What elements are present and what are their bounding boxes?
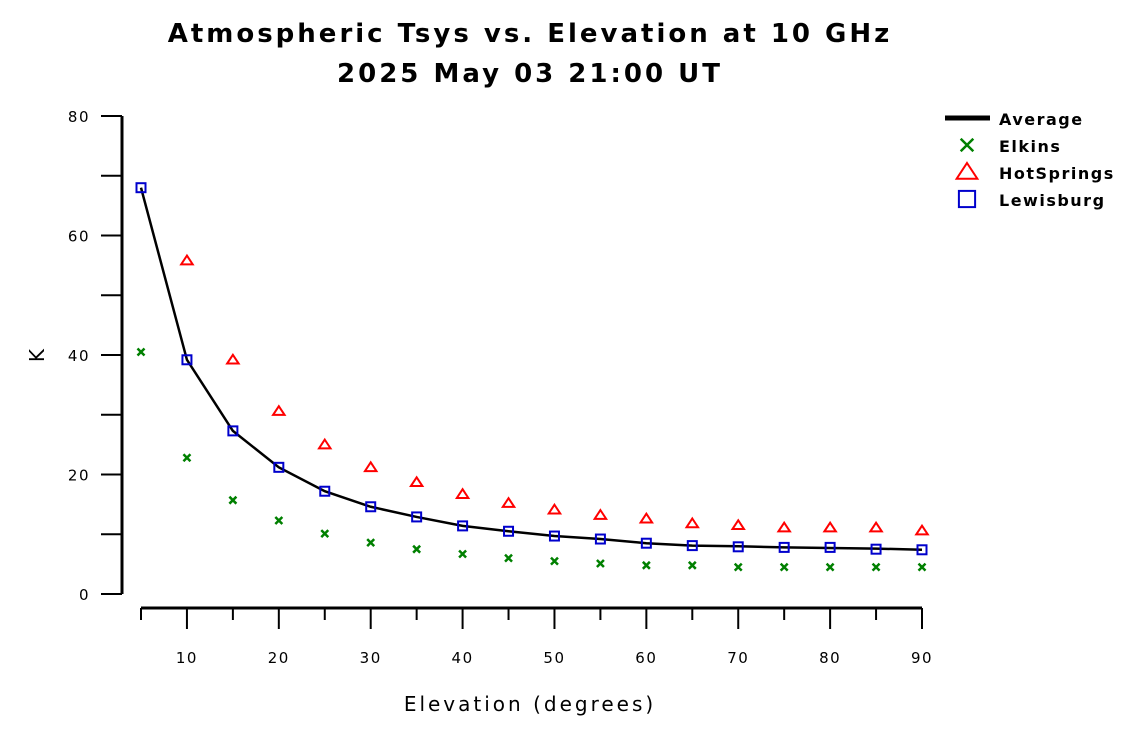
series-elkins-point xyxy=(458,549,467,559)
series-lewisburg-point xyxy=(640,537,652,549)
series-average-line xyxy=(139,187,923,552)
series-elkins-point xyxy=(825,562,835,572)
series-lewisburg-point xyxy=(916,544,928,556)
series-elkins-point xyxy=(733,562,743,572)
legend-lewisburg-label: Lewisburg xyxy=(999,191,1106,210)
series-elkins-point xyxy=(779,562,789,572)
series-lewisburg-point xyxy=(227,425,239,437)
series-elkins-point xyxy=(917,562,927,572)
y-tick-label: 60 xyxy=(68,228,90,246)
series-lewisburg-point xyxy=(824,541,836,553)
legend-average-label: Average xyxy=(999,110,1084,129)
x-tick-label: 10 xyxy=(176,649,198,667)
series-hotsprings-point xyxy=(546,502,563,515)
series-elkins-point xyxy=(596,559,605,568)
series-lewisburg-point xyxy=(686,540,698,552)
series-lewisburg-point xyxy=(273,461,285,473)
y-axis-ticks: 0 20 40 60 80 xyxy=(68,108,122,604)
series-lewisburg-point xyxy=(732,541,744,553)
legend-lewisburg-swatch xyxy=(957,189,977,209)
series-lewisburg-point xyxy=(870,543,882,555)
series-lewisburg-point xyxy=(135,182,147,194)
x-tick-label: 20 xyxy=(268,649,290,667)
series-lewisburg-point xyxy=(594,533,606,545)
y-tick-label: 80 xyxy=(68,108,90,126)
series-elkins-point xyxy=(228,495,238,505)
legend: Average Elkins HotSprings Lewisburg xyxy=(945,110,1115,210)
series-hotsprings-point xyxy=(500,496,517,508)
series-hotsprings-point xyxy=(409,475,425,488)
plot-area xyxy=(135,182,930,572)
series-hotsprings-point xyxy=(776,520,792,533)
series-lewisburg-point xyxy=(457,520,469,532)
series-hotsprings-point xyxy=(363,460,379,473)
series-hotsprings-point xyxy=(914,523,930,536)
series-hotsprings-point xyxy=(225,352,241,365)
series-elkins-point xyxy=(504,553,513,563)
series-elkins-point xyxy=(550,556,559,566)
series-lewisburg-point xyxy=(181,354,193,366)
x-tick-label: 90 xyxy=(911,649,933,667)
series-hotsprings-point xyxy=(868,520,884,533)
series-elkins-point xyxy=(687,560,697,570)
x-tick-label: 80 xyxy=(819,649,841,667)
legend-elkins-swatch xyxy=(959,137,975,153)
legend-elkins-label: Elkins xyxy=(999,137,1061,156)
x-axis-label: Elevation (degrees) xyxy=(404,692,656,716)
series-hotsprings-point xyxy=(317,437,333,450)
legend-hotsprings-label: HotSprings xyxy=(999,164,1115,183)
series-elkins-point xyxy=(871,562,881,572)
x-tick-label: 70 xyxy=(727,649,749,667)
series-elkins-point xyxy=(182,453,192,463)
series-lewisburg-point xyxy=(365,501,377,513)
series-elkins-point xyxy=(366,538,376,547)
series-hotsprings-point xyxy=(454,487,471,499)
y-tick-label: 20 xyxy=(68,467,90,485)
series-lewisburg-point xyxy=(411,511,423,523)
x-tick-label: 40 xyxy=(452,649,474,667)
x-tick-label: 30 xyxy=(360,649,382,667)
legend-hotsprings-swatch xyxy=(954,161,980,180)
series-elkins-point xyxy=(136,347,146,357)
chart-title: Atmospheric Tsys vs. Elevation at 10 GHz xyxy=(168,19,893,49)
series-hotsprings-point xyxy=(271,404,287,416)
series-elkins-point xyxy=(320,529,330,539)
y-tick-label: 40 xyxy=(68,347,90,365)
series-hotsprings-point xyxy=(638,511,654,524)
series-lewisburg-point xyxy=(319,485,331,497)
series-hotsprings-point xyxy=(592,508,609,520)
y-tick-label: 0 xyxy=(79,586,90,604)
series-lewisburg-point xyxy=(503,525,515,537)
series-hotsprings-point xyxy=(822,520,838,533)
series-lewisburg-point xyxy=(548,530,560,542)
series-elkins-point xyxy=(274,516,284,525)
chart-subtitle: 2025 May 03 21:00 UT xyxy=(337,59,723,89)
series-hotsprings-point xyxy=(179,253,195,266)
series-elkins-point xyxy=(641,560,651,570)
series-lewisburg-point xyxy=(778,541,790,553)
y-axis-label: K xyxy=(25,346,49,362)
x-tick-label: 50 xyxy=(543,649,565,667)
x-tick-label: 60 xyxy=(635,649,657,667)
x-axis-ticks: 10 20 30 40 50 60 70 80 90 xyxy=(140,608,933,667)
series-hotsprings-point xyxy=(730,518,746,531)
series-elkins-point xyxy=(412,544,422,554)
series-hotsprings-point xyxy=(684,516,700,529)
